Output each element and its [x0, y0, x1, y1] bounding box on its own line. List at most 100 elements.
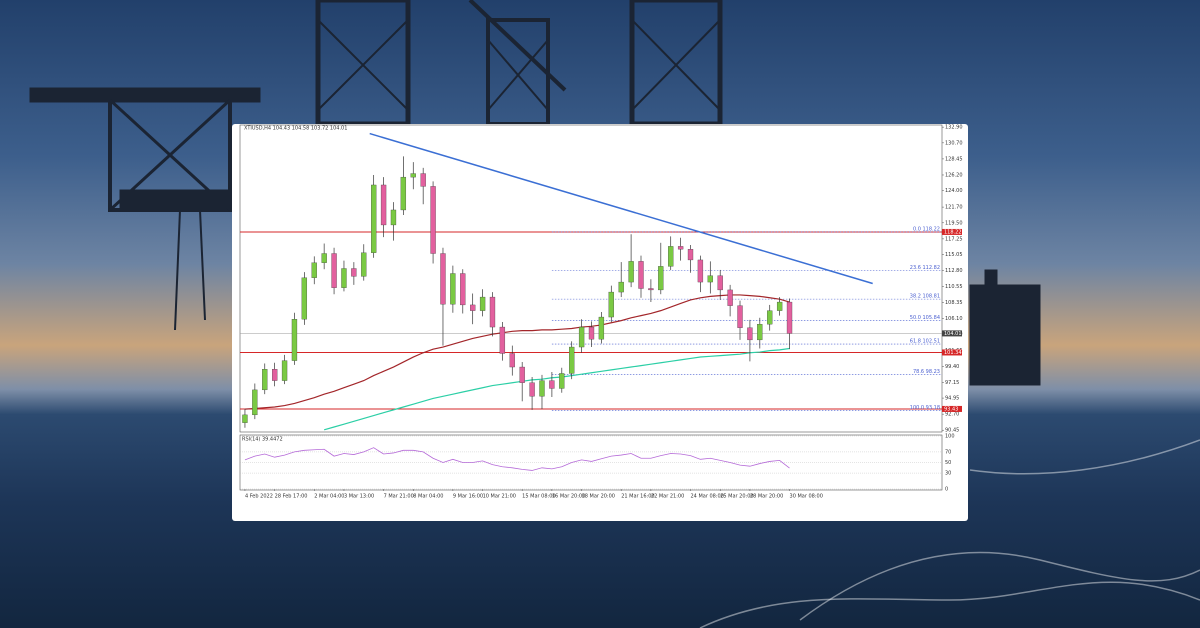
rig-silhouette — [29, 0, 1041, 386]
x-tick-label: 18 Mar 20:00 — [582, 494, 615, 500]
wave-lines — [699, 439, 1200, 628]
fib-label: 61.8 102.51 — [910, 339, 940, 345]
rsi-tick-label: 70 — [945, 449, 951, 455]
rsi-line — [244, 447, 790, 471]
candle-body — [539, 380, 545, 397]
chart: XTIUSD,H4 104.43 104.58 103.72 104.01 RS… — [239, 124, 963, 500]
moving-average — [244, 294, 790, 410]
x-tick-label: 22 Mar 21:00 — [651, 494, 684, 500]
level-tag — [942, 228, 962, 235]
candle-body — [776, 301, 783, 311]
level-tag — [942, 405, 962, 412]
x-tick-label: 7 Mar 21:00 — [384, 494, 414, 500]
rsi-tick-label: 30 — [945, 471, 951, 477]
x-tick-label: 30 Mar 08:00 — [790, 494, 823, 500]
candle-body — [569, 346, 575, 374]
candle-body — [470, 304, 476, 311]
candle-body — [757, 324, 763, 341]
candle-body — [598, 316, 605, 340]
candle-body — [252, 389, 258, 416]
x-tick-label: 9 Mar 16:00 — [453, 494, 483, 500]
candle-body — [420, 173, 426, 187]
candle-body — [371, 184, 377, 253]
candle-body — [687, 249, 694, 261]
candle-body — [242, 414, 248, 423]
candle-body — [519, 366, 525, 383]
x-tick-label: 28 Feb 17:00 — [275, 494, 308, 500]
candle-body — [460, 273, 466, 306]
chart-card: XTIUSD,H4 104.43 104.58 103.72 104.01 RS… — [232, 124, 968, 521]
fib-label: 38.2 108.81 — [910, 294, 940, 300]
candle-body — [767, 310, 773, 325]
y-tick-label: 94.95 — [945, 396, 959, 402]
candle-body — [351, 268, 357, 277]
price-panel — [239, 124, 943, 433]
y-tick-label: 92.70 — [945, 412, 959, 418]
candle-body — [262, 369, 268, 391]
candle-body — [628, 261, 634, 283]
rsi-tick-label: 0 — [945, 487, 948, 493]
moving-average — [323, 347, 790, 431]
y-tick-label: 126.20 — [945, 172, 963, 178]
fib-label: 50.0 105.84 — [910, 315, 940, 321]
trendline — [369, 132, 873, 285]
candle-body — [717, 275, 723, 291]
candle-body — [341, 268, 347, 288]
y-tick-label: 97.15 — [945, 380, 959, 386]
y-tick-label: 110.55 — [945, 284, 963, 290]
level-tag — [942, 349, 962, 356]
x-tick-label: 8 Mar 04:00 — [413, 494, 443, 500]
candle-body — [786, 301, 793, 334]
candle-body — [509, 353, 515, 368]
rsi-tick-label: 50 — [945, 460, 951, 466]
candle-body — [707, 275, 713, 283]
candle-body — [450, 273, 456, 305]
x-tick-label: 24 Mar 08:00 — [691, 494, 724, 500]
candle-body — [727, 289, 733, 306]
chart-title: XTIUSD,H4 104.43 104.58 103.72 104.01 — [244, 126, 347, 132]
x-tick-label: 16 Mar 20:00 — [552, 494, 585, 500]
candle-body — [668, 246, 674, 267]
level-label: 93.43 — [944, 406, 958, 412]
candle-body — [331, 253, 337, 288]
candle-body — [677, 246, 684, 250]
candle-body — [390, 209, 397, 226]
candle-body — [291, 319, 298, 361]
fib-label: 78.6 98.23 — [913, 369, 940, 375]
level-label: 118.22 — [944, 229, 962, 235]
y-tick-label: 119.50 — [945, 220, 963, 226]
y-tick-label: 106.10 — [945, 316, 963, 322]
candle-body — [311, 262, 317, 278]
candle-body — [410, 173, 416, 178]
last-price-label: 104.01 — [944, 331, 962, 337]
fib-label: 0.0 118.22 — [913, 226, 940, 232]
x-tick-label: 2 Mar 04:00 — [314, 494, 344, 500]
candle-body — [578, 326, 585, 348]
last-price-tag — [942, 330, 962, 337]
candle-body — [747, 327, 753, 341]
rsi-tick-label: 100 — [945, 434, 955, 440]
candle-body — [301, 277, 308, 320]
candle-body — [697, 259, 704, 283]
candle-body — [559, 373, 565, 389]
rsi-title: RSI(14) 39.4472 — [242, 437, 283, 443]
y-tick-label: 121.70 — [945, 205, 963, 211]
y-tick-label: 130.70 — [945, 140, 963, 146]
candle-body — [361, 252, 367, 277]
fib-label: 100.0 93.18 — [910, 405, 940, 411]
candle-body — [272, 369, 278, 381]
candle-body — [321, 253, 327, 263]
y-tick-label: 124.00 — [945, 188, 963, 194]
candle-body — [281, 360, 288, 381]
candle-body — [440, 253, 446, 305]
y-tick-label: 132.90 — [945, 125, 963, 131]
candle-body — [549, 380, 555, 389]
y-tick-label: 99.40 — [945, 364, 959, 370]
candle-body — [737, 305, 743, 328]
x-tick-label: 3 Mar 13:00 — [344, 494, 374, 500]
candle-body — [499, 326, 506, 354]
candle-body — [479, 296, 486, 311]
candle-body — [380, 184, 387, 226]
